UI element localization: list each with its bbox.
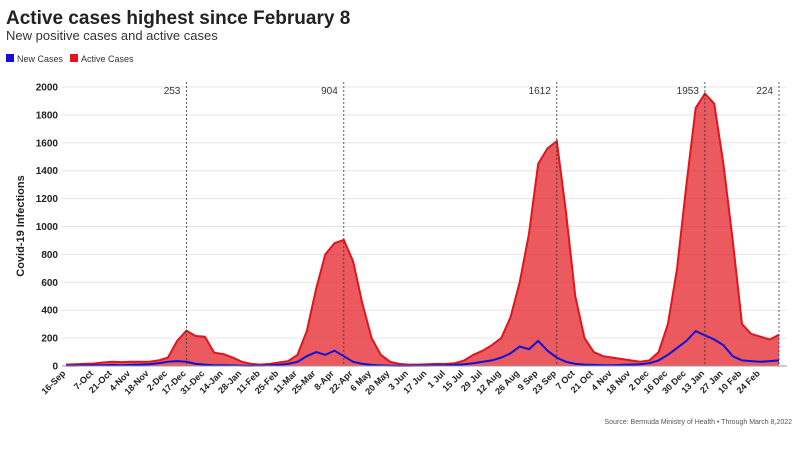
y-tick-label: 800 xyxy=(41,250,58,261)
annotation-label: 224 xyxy=(756,86,773,97)
annotation-label: 904 xyxy=(321,86,338,97)
chart-title: Active cases highest since February 8 xyxy=(6,8,350,29)
y-tick-label: 1800 xyxy=(36,110,59,121)
legend-label: New Cases xyxy=(17,54,64,64)
y-tick-label: 1600 xyxy=(36,138,59,149)
chart-subtitle: New positive cases and active cases xyxy=(6,28,218,43)
source-note: Source: Bermuda Ministry of Health • Thr… xyxy=(604,419,792,426)
annotation-label: 1612 xyxy=(529,86,552,97)
legend-swatch xyxy=(70,54,79,62)
legend-swatch xyxy=(6,54,14,62)
y-axis-label: Covid-19 Infections xyxy=(15,175,27,276)
annotation-label: 253 xyxy=(164,86,181,97)
y-tick-label: 0 xyxy=(52,362,58,373)
area-fill xyxy=(66,93,779,366)
legend-label: Active Cases xyxy=(81,54,134,64)
y-tick-label: 1400 xyxy=(36,166,59,177)
y-tick-label: 600 xyxy=(41,278,58,289)
annotation-label: 1953 xyxy=(677,86,700,97)
y-tick-label: 1000 xyxy=(36,222,59,233)
y-tick-label: 1200 xyxy=(36,194,59,205)
area-line xyxy=(65,91,780,366)
y-tick-label: 200 xyxy=(41,334,58,345)
y-tick-label: 400 xyxy=(41,306,58,317)
y-tick-label: 2000 xyxy=(36,83,59,94)
